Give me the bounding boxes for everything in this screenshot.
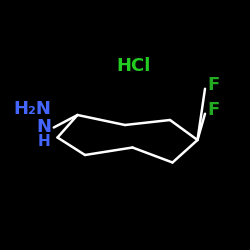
- Text: H: H: [38, 134, 50, 150]
- Text: F: F: [208, 76, 220, 94]
- Text: F: F: [208, 101, 220, 119]
- Text: HCl: HCl: [116, 57, 150, 75]
- Text: H₂N: H₂N: [14, 100, 52, 118]
- Text: N: N: [36, 118, 51, 136]
